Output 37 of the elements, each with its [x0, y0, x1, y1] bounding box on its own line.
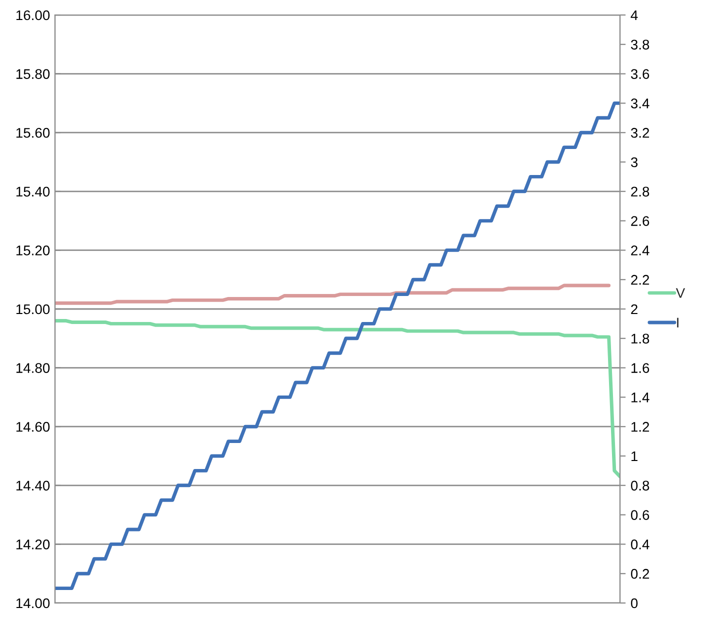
y-tick-label: 14.00 [16, 598, 50, 608]
y2-tick-label: 0.6 [630, 510, 650, 520]
y-tick-label: 14.40 [16, 480, 50, 491]
y2-tick-label: 1 [631, 451, 638, 462]
line-series [55, 284, 611, 305]
y2-tick-label: 0.8 [630, 480, 650, 491]
y2-tick-label: 1.2 [631, 422, 650, 432]
y2-tick-label: 3.2 [630, 128, 650, 138]
y2-tick-label: 4 [630, 10, 638, 20]
y-tick-label: 15.60 [16, 128, 50, 138]
y2-tick-label: 2.4 [631, 246, 650, 256]
y2-tick-label: 3.4 [630, 98, 650, 108]
y2-tick-label: 2 [631, 304, 638, 314]
y2-tick-label: 2.8 [631, 186, 650, 197]
y2-tick-label: 1.6 [631, 363, 650, 373]
y2-tick-label: 3 [630, 157, 638, 168]
legend-label: V [676, 288, 686, 298]
legend-label: I [677, 318, 678, 328]
line-series [55, 101, 620, 590]
y2-tick-label: 0.2 [630, 568, 650, 579]
y-tick-label: 14.80 [16, 363, 50, 373]
y-tick-label: 16.00 [16, 10, 50, 20]
y2-tick-label: 1.8 [631, 334, 650, 344]
y2-tick-label: 0.4 [630, 540, 650, 550]
y2-tick-label: 3.6 [630, 69, 650, 79]
y-tick-label: 14.60 [16, 422, 50, 432]
y2-tick-label: 0 [630, 598, 638, 608]
y-tick-label: 15.20 [16, 246, 50, 256]
y2-tick-label: 2.2 [631, 274, 650, 285]
y-tick-label: 15.80 [16, 69, 50, 79]
y2-tick-label: 2.6 [631, 216, 650, 226]
y-tick-label: 14.20 [16, 540, 50, 550]
y-tick-label: 15.00 [16, 304, 50, 314]
y2-tick-label: 1.4 [631, 392, 650, 402]
line-series [55, 319, 620, 478]
y2-tick-label: 3.8 [630, 40, 650, 50]
y-tick-label: 15.40 [16, 186, 50, 197]
